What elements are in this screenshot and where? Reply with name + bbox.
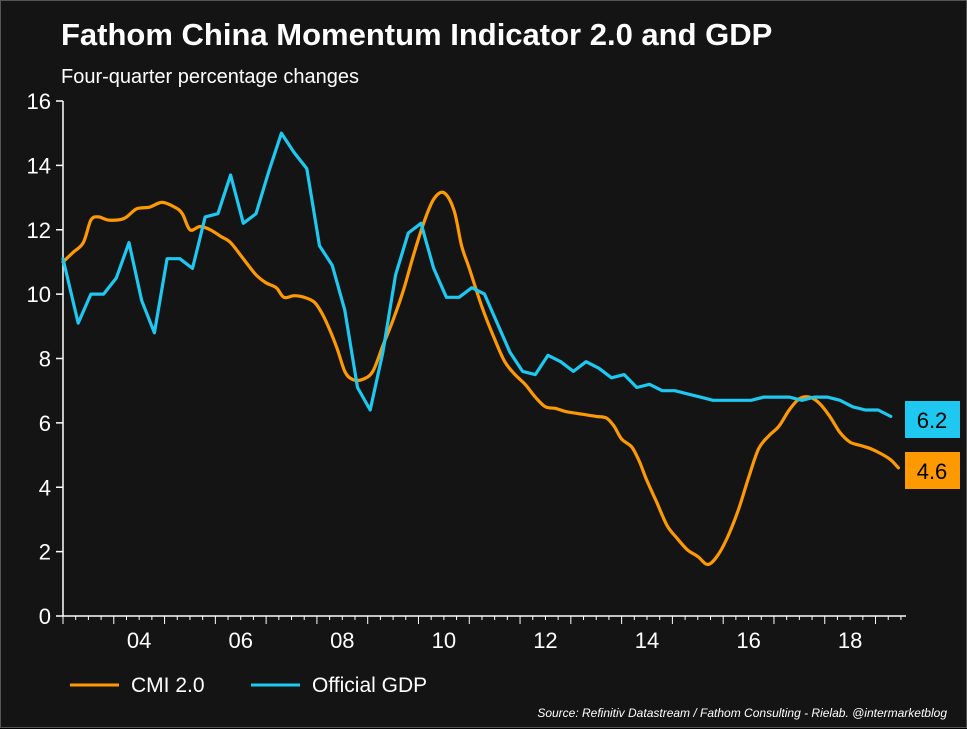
gdp-end-label-box	[905, 401, 960, 438]
chart-title: Fathom China Momentum Indicator 2.0 and …	[61, 17, 772, 52]
y-tick-label: 2	[39, 540, 51, 565]
x-tick-label: 16	[736, 628, 760, 653]
gdp-line	[61, 131, 893, 418]
gdp-end-label: 6.2	[917, 408, 948, 433]
x-tick-label: 12	[533, 628, 557, 653]
y-tick-label: 8	[39, 347, 51, 372]
series-lines	[61, 131, 900, 567]
y-tick-label: 16	[27, 89, 51, 114]
cmi-end-label-box	[905, 452, 960, 489]
y-tick-label: 0	[39, 604, 51, 629]
y-tick-label: 10	[27, 282, 51, 307]
legend-label-cmi: CMI 2.0	[131, 674, 205, 697]
legend: CMI 2.0 Official GDP	[70, 674, 427, 697]
y-tick-label: 6	[39, 411, 51, 436]
chart-subtitle: Four-quarter percentage changes	[61, 66, 359, 88]
x-tick-label: 04	[127, 628, 151, 653]
x-tick-label: 06	[228, 628, 252, 653]
x-tick-label: 18	[838, 628, 862, 653]
legend-label-gdp: Official GDP	[312, 674, 427, 697]
y-tick-label: 12	[27, 218, 51, 243]
end-labels: 6.2 4.6	[905, 401, 960, 489]
cmi-end-label: 4.6	[917, 459, 948, 484]
x-tick-label: 14	[635, 628, 659, 653]
source-note: Source: Refinitiv Datastream / Fathom Co…	[537, 706, 947, 720]
y-tick-label: 14	[27, 153, 51, 178]
cmi-line	[61, 190, 900, 567]
x-tick-label: 10	[432, 628, 456, 653]
axes: 0 2 4 6 8 10 12 14 16 04 06 08 10 12 14 16 18	[27, 89, 906, 653]
y-tick-label: 4	[39, 475, 51, 500]
x-tick-label: 08	[330, 628, 354, 653]
